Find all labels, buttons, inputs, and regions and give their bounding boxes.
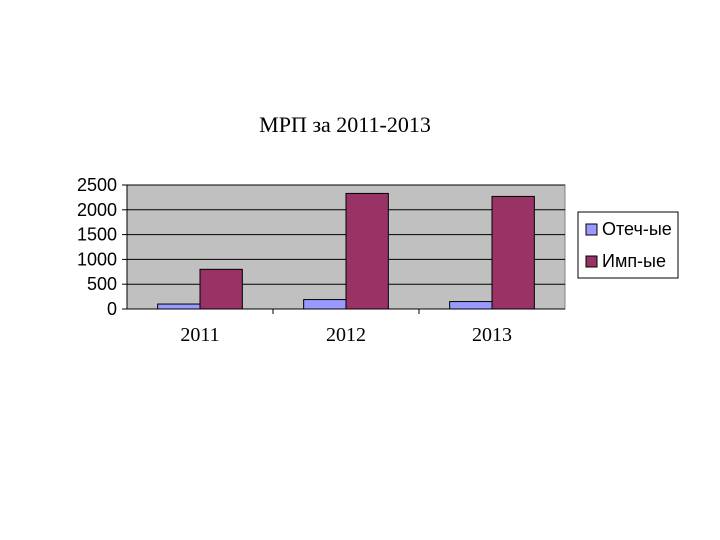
y-tick-label: 1000 [77, 249, 117, 269]
legend-label: Имп-ые [602, 251, 666, 271]
x-tick-label: 2011 [180, 324, 219, 346]
bar-domestic-2013 [449, 301, 493, 310]
bar-imported-2012 [345, 192, 389, 310]
x-tick-label: 2013 [472, 324, 512, 346]
legend-swatch [585, 255, 598, 268]
y-tick-label: 2500 [77, 175, 117, 195]
y-tick-label: 1500 [77, 225, 117, 245]
bar-imported-2011 [199, 268, 243, 310]
legend-swatch [585, 223, 598, 236]
y-tick-label: 500 [87, 274, 117, 294]
legend: Отеч-ые Имп-ые [577, 211, 679, 279]
bar-domestic-2012 [303, 299, 347, 310]
chart-title: МРП за 2011-2013 [259, 112, 431, 137]
legend-label: Отеч-ые [602, 219, 672, 239]
y-tick-label: 0 [107, 299, 117, 319]
bar-domestic-2011 [157, 303, 201, 310]
x-tick-label: 2012 [326, 324, 366, 346]
y-tick-label: 2000 [77, 200, 117, 220]
plot-area: 0 500 1000 1500 2000 2500 2011 2012 2013 [77, 175, 566, 346]
bar-imported-2013 [491, 195, 535, 310]
